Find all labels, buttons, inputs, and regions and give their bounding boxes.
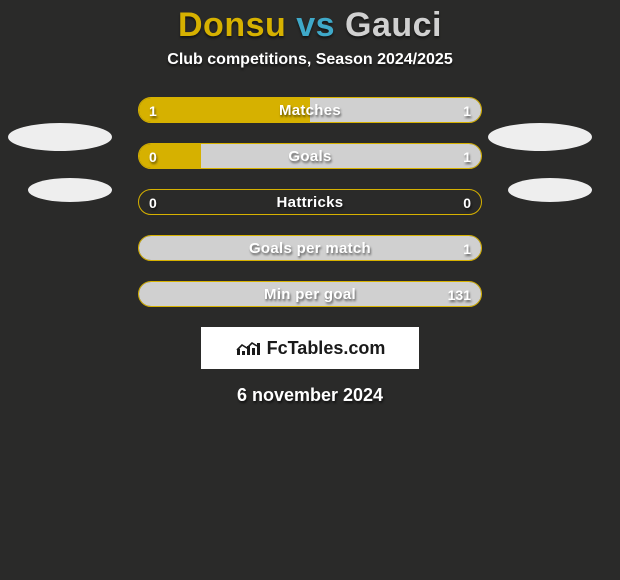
stat-label: Matches <box>139 98 481 122</box>
comparison-infographic: Donsu vs Gauci Club competitions, Season… <box>0 0 620 580</box>
stat-label: Min per goal <box>139 282 481 306</box>
title-vs: vs <box>286 6 345 44</box>
page-title: Donsu vs Gauci <box>0 0 620 45</box>
stat-row: 1Goals per match <box>138 235 482 261</box>
stat-row: 00Hattricks <box>138 189 482 215</box>
stat-row: 131Min per goal <box>138 281 482 307</box>
stat-row: 11Matches <box>138 97 482 123</box>
title-player1: Donsu <box>178 6 286 44</box>
title-player2: Gauci <box>345 6 442 44</box>
brand-text: FcTables.com <box>267 338 386 359</box>
stat-label: Goals per match <box>139 236 481 260</box>
stat-label: Hattricks <box>139 190 481 214</box>
stat-label: Goals <box>139 144 481 168</box>
subtitle: Club competitions, Season 2024/2025 <box>0 51 620 69</box>
date-text: 6 november 2024 <box>0 385 620 406</box>
brand-box: FcTables.com <box>201 327 419 369</box>
stat-row: 01Goals <box>138 143 482 169</box>
stat-rows: 11Matches 01Goals 00Hattricks 1Goals per ma… <box>0 97 620 307</box>
barline-chart-icon <box>235 338 263 358</box>
